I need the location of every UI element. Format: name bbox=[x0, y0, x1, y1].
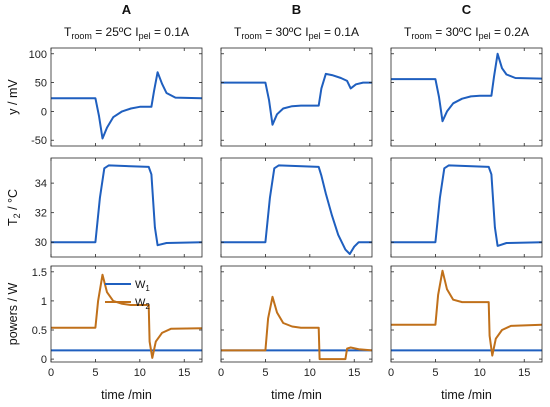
panel-title-c: Troom = 30ºC Ipel = 0.2A bbox=[404, 25, 529, 41]
series-line-r1-c2 bbox=[221, 72, 372, 126]
panel-r2-c1: 34 32 30 bbox=[35, 157, 203, 258]
y-axis-label-row-2: T2 / °C bbox=[6, 189, 22, 226]
legend-label-w2: W2 bbox=[135, 297, 150, 311]
panel-frame bbox=[390, 47, 543, 147]
panel-r3-c3: 0 5 10 15 bbox=[388, 265, 543, 379]
series-w2-r3-c2 bbox=[221, 295, 372, 361]
y-tick-label: 1.5 bbox=[32, 267, 47, 279]
x-tick-label: 15 bbox=[518, 367, 530, 379]
panel-frame bbox=[50, 47, 203, 147]
y-tick-label: 0.5 bbox=[32, 325, 47, 337]
series-w2-r3-c3 bbox=[391, 269, 542, 357]
x-axis-label-c3: time /min bbox=[441, 388, 492, 402]
y-tick-label: 0 bbox=[41, 354, 47, 366]
x-tick-label: 0 bbox=[48, 367, 54, 379]
series-line-r1-c3 bbox=[391, 52, 542, 123]
panel-r2-c2 bbox=[220, 157, 373, 258]
panel-letter-b: B bbox=[292, 2, 301, 17]
panel-r1-c1: 100 50 0 -50 bbox=[29, 47, 203, 147]
panel-r2-c3 bbox=[390, 157, 543, 258]
x-tick-label: 10 bbox=[304, 367, 316, 379]
panel-frame bbox=[50, 265, 203, 363]
panel-r1-c2 bbox=[220, 47, 373, 147]
panel-frame bbox=[220, 265, 373, 363]
y-tick-label: 50 bbox=[35, 78, 47, 90]
x-tick-label: 15 bbox=[178, 367, 190, 379]
y-tick-label: 0 bbox=[41, 106, 47, 118]
legend-label-w1: W1 bbox=[135, 279, 150, 293]
series-line-r2-c1 bbox=[51, 164, 202, 247]
series-line-r2-c2 bbox=[221, 164, 372, 255]
series-w2-r3-c1 bbox=[51, 273, 202, 359]
x-tick-label: 0 bbox=[218, 367, 224, 379]
panel-letter-c: C bbox=[462, 2, 472, 17]
x-tick-label: 5 bbox=[262, 367, 268, 379]
series-line-r2-c3 bbox=[391, 164, 542, 247]
x-tick-label: 10 bbox=[134, 367, 146, 379]
y-axis-label-row-3: powers / W bbox=[6, 283, 20, 346]
y-axis-label-row-1: y / mV bbox=[6, 79, 20, 115]
y-tick-label: 1 bbox=[41, 296, 47, 308]
x-tick-label: 10 bbox=[474, 367, 486, 379]
panel-letter-a: A bbox=[122, 2, 132, 17]
series-line-r1-c1 bbox=[51, 71, 202, 140]
panel-frame bbox=[50, 157, 203, 258]
panel-title-a: Troom = 25ºC Ipel = 0.1A bbox=[64, 25, 189, 41]
panel-frame bbox=[220, 157, 373, 258]
y-tick-label: 34 bbox=[35, 178, 47, 190]
y-tick-label: 30 bbox=[35, 237, 47, 249]
panel-r1-c3 bbox=[390, 47, 543, 147]
x-tick-label: 5 bbox=[92, 367, 98, 379]
x-axis-label-c2: time /min bbox=[271, 388, 322, 402]
panel-frame bbox=[390, 265, 543, 363]
x-tick-label: 0 bbox=[388, 367, 394, 379]
panel-title-b: Troom = 30ºC Ipel = 0.1A bbox=[234, 25, 359, 41]
y-tick-label: 100 bbox=[29, 49, 47, 61]
panel-frame bbox=[390, 157, 543, 258]
x-axis-label-c1: time /min bbox=[101, 388, 152, 402]
y-tick-label: 32 bbox=[35, 208, 47, 220]
x-tick-label: 15 bbox=[348, 367, 360, 379]
y-tick-label: -50 bbox=[31, 135, 47, 147]
panel-r3-c2: 0 5 10 15 bbox=[218, 265, 373, 379]
panel-frame bbox=[220, 47, 373, 147]
x-tick-label: 5 bbox=[432, 367, 438, 379]
